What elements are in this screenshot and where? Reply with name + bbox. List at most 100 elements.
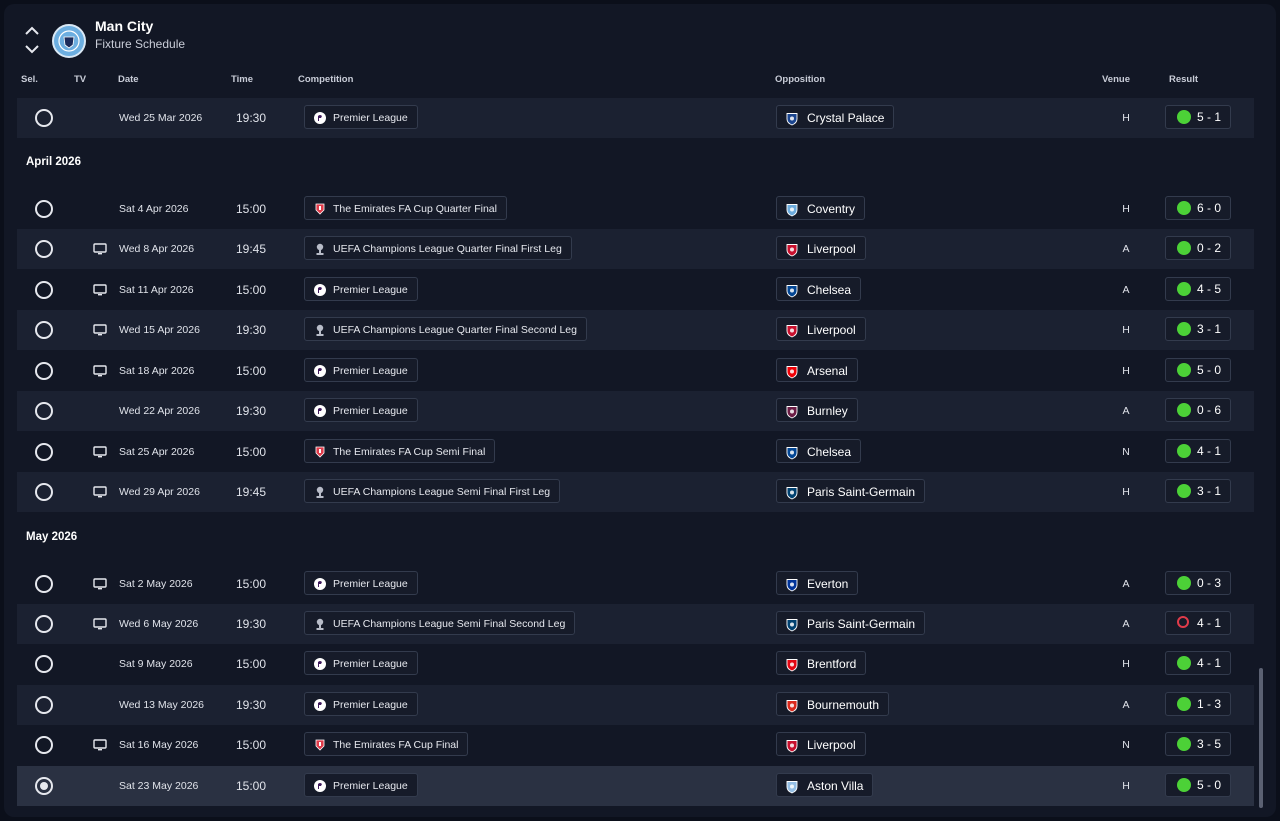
win-indicator-icon: [1177, 484, 1191, 498]
opposition-chip[interactable]: Burnley: [776, 398, 858, 422]
opposition-chip[interactable]: Liverpool: [776, 732, 866, 756]
competition-chip[interactable]: Premier League: [304, 651, 418, 675]
result-chip[interactable]: 4 - 1: [1165, 651, 1231, 675]
opposition-chip[interactable]: Chelsea: [776, 439, 862, 463]
fixture-row[interactable]: Sat 11 Apr 2026 15:00 Premier League Chelse…: [17, 270, 1254, 310]
fixture-row[interactable]: Sat 18 Apr 2026 15:00 Premier League Arsena…: [17, 351, 1254, 391]
opposition-chip[interactable]: Everton: [776, 571, 859, 595]
fixture-row[interactable]: Sat 9 May 2026 15:00 Premier League Brentfo…: [17, 644, 1254, 684]
select-radio[interactable]: [35, 321, 53, 339]
fixture-row[interactable]: Wed 13 May 2026 19:30 Premier League Bourne…: [17, 685, 1254, 725]
opposition-chip[interactable]: Arsenal: [776, 358, 858, 382]
result-score: 4 - 1: [1197, 616, 1222, 630]
select-radio[interactable]: [35, 615, 53, 633]
win-indicator-icon: [1177, 656, 1191, 670]
result-score: 3 - 1: [1197, 484, 1222, 498]
opposition-chip[interactable]: Coventry: [776, 196, 866, 220]
champions-league-icon: [313, 241, 327, 255]
fixture-date: Wed 13 May 2026: [119, 699, 205, 711]
fixture-row[interactable]: Sat 25 Apr 2026 15:00 The Emirates FA Cup …: [17, 432, 1254, 472]
select-radio[interactable]: [35, 575, 53, 593]
select-radio[interactable]: [35, 362, 53, 380]
select-radio[interactable]: [35, 483, 53, 501]
result-chip[interactable]: 0 - 6: [1165, 398, 1231, 422]
competition-chip[interactable]: Premier League: [304, 105, 418, 129]
result-chip[interactable]: 4 - 1: [1165, 611, 1231, 635]
opposition-name: Liverpool: [807, 242, 856, 256]
col-header-time[interactable]: Time: [231, 74, 254, 85]
premier-league-icon: [313, 110, 327, 124]
col-header-tv[interactable]: TV: [74, 74, 87, 85]
select-radio[interactable]: [35, 402, 53, 420]
opposition-chip[interactable]: Liverpool: [776, 236, 866, 260]
competition-chip[interactable]: UEFA Champions League Semi Final First L…: [304, 479, 561, 503]
result-chip[interactable]: 5 - 0: [1165, 358, 1231, 382]
col-header-venue[interactable]: Venue: [1102, 74, 1130, 85]
fixture-row[interactable]: Wed 29 Apr 2026 19:45 UEFA Champions Leagu…: [17, 472, 1254, 512]
result-chip[interactable]: 3 - 1: [1165, 479, 1231, 503]
col-header-competition[interactable]: Competition: [298, 74, 354, 85]
select-radio[interactable]: [35, 109, 53, 127]
fixture-row[interactable]: Wed 15 Apr 2026 19:30 UEFA Champions Leagu…: [17, 310, 1254, 350]
result-chip[interactable]: 4 - 5: [1165, 277, 1231, 301]
fixture-row[interactable]: Sat 2 May 2026 15:00 Premier League Everton…: [17, 564, 1254, 604]
select-radio[interactable]: [35, 240, 53, 258]
result-chip[interactable]: 6 - 0: [1165, 196, 1231, 220]
col-header-sel[interactable]: Sel.: [21, 74, 38, 85]
competition-chip[interactable]: The Emirates FA Cup Quarter Final: [304, 196, 507, 220]
club-name[interactable]: Man City: [95, 18, 154, 34]
result-chip[interactable]: 3 - 5: [1165, 732, 1231, 756]
col-header-date[interactable]: Date: [118, 74, 139, 85]
opposition-chip[interactable]: Paris Saint-Germain: [776, 479, 926, 503]
select-radio[interactable]: [35, 200, 53, 218]
result-chip[interactable]: 0 - 2: [1165, 236, 1231, 260]
fixture-row[interactable]: Wed 8 Apr 2026 19:45 UEFA Champions League…: [17, 229, 1254, 269]
competition-chip[interactable]: UEFA Champions League Quarter Final Firs…: [304, 236, 572, 260]
opposition-chip[interactable]: Liverpool: [776, 317, 866, 341]
result-chip[interactable]: 5 - 0: [1165, 773, 1231, 797]
opposition-chip[interactable]: Paris Saint-Germain: [776, 611, 926, 635]
result-chip[interactable]: 4 - 1: [1165, 439, 1231, 463]
tv-icon: [93, 324, 107, 336]
scrollbar[interactable]: [1259, 668, 1263, 808]
chevron-down-icon[interactable]: [22, 40, 42, 58]
fixture-row[interactable]: Wed 6 May 2026 19:30 UEFA Champions League…: [17, 604, 1254, 644]
result-chip[interactable]: 0 - 3: [1165, 571, 1231, 595]
competition-chip[interactable]: Premier League: [304, 358, 418, 382]
select-radio[interactable]: [35, 696, 53, 714]
result-chip[interactable]: 1 - 3: [1165, 692, 1231, 716]
result-chip[interactable]: 5 - 1: [1165, 105, 1231, 129]
competition-chip[interactable]: Premier League: [304, 571, 418, 595]
fixture-venue: A: [1122, 405, 1130, 417]
select-radio[interactable]: [35, 281, 53, 299]
select-radio[interactable]: [35, 655, 53, 673]
competition-chip[interactable]: Premier League: [304, 398, 418, 422]
result-chip[interactable]: 3 - 1: [1165, 317, 1231, 341]
opposition-chip[interactable]: Bournemouth: [776, 692, 890, 716]
competition-chip[interactable]: The Emirates FA Cup Final: [304, 732, 469, 756]
opposition-chip[interactable]: Crystal Palace: [776, 105, 895, 129]
col-header-opposition[interactable]: Opposition: [775, 74, 826, 85]
fixture-row[interactable]: Wed 22 Apr 2026 19:30 Premier League Burnle…: [17, 391, 1254, 431]
competition-chip[interactable]: Premier League: [304, 773, 418, 797]
chevron-up-icon[interactable]: [22, 22, 42, 40]
opposition-chip[interactable]: Aston Villa: [776, 773, 874, 797]
fixture-row[interactable]: Sat 16 May 2026 15:00 The Emirates FA Cup …: [17, 725, 1254, 765]
opposition-chip[interactable]: Chelsea: [776, 277, 862, 301]
fixture-row[interactable]: Sat 23 May 2026 15:00 Premier League Aston …: [17, 766, 1254, 806]
col-header-result[interactable]: Result: [1169, 74, 1199, 85]
fixture-row[interactable]: Wed 25 Mar 2026 19:30 Premier League Crysta…: [17, 98, 1254, 138]
opposition-name: Liverpool: [807, 738, 856, 752]
competition-chip[interactable]: Premier League: [304, 277, 418, 301]
opposition-chip[interactable]: Brentford: [776, 651, 867, 675]
select-radio[interactable]: [35, 736, 53, 754]
fixture-row[interactable]: Sat 4 Apr 2026 15:00 The Emirates FA Cup Q…: [17, 189, 1254, 229]
competition-chip[interactable]: Premier League: [304, 692, 418, 716]
club-badge-icon[interactable]: [52, 24, 86, 58]
competition-chip[interactable]: UEFA Champions League Quarter Final Seco…: [304, 317, 587, 341]
select-radio[interactable]: [35, 443, 53, 461]
competition-chip[interactable]: The Emirates FA Cup Semi Final: [304, 439, 496, 463]
competition-chip[interactable]: UEFA Champions League Semi Final Second …: [304, 611, 576, 635]
select-radio[interactable]: [35, 777, 53, 795]
page-subtitle: Fixture Schedule: [95, 37, 186, 51]
